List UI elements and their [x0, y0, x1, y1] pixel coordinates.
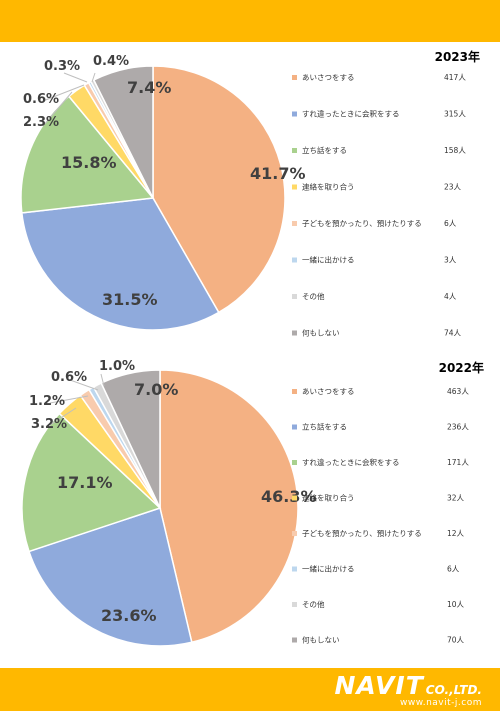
legend-count: 171人: [447, 458, 469, 467]
legend-count: 10人: [447, 600, 465, 609]
legend-swatch: [292, 75, 297, 80]
legend-label: その他: [302, 291, 325, 301]
pie-slice: [92, 65, 154, 199]
legend-swatch: [292, 148, 297, 153]
legend-label: 子どもを預かったり、預けたりする: [302, 219, 422, 228]
legend-label: 何もしない: [302, 635, 340, 645]
percent-label: 23.6%: [101, 606, 157, 625]
percent-label: 0.6%: [51, 370, 87, 385]
footer-banner: NAVIT CO.,LTD. www.navit-j.com: [0, 668, 500, 711]
legend-label: その他: [302, 599, 325, 609]
percent-label: 7.4%: [127, 78, 171, 97]
legend-swatch: [292, 424, 297, 430]
legend-count: 463人: [447, 387, 469, 396]
legend-label: すれ違ったときに会釈をする: [302, 457, 400, 467]
legend-count: 3人: [444, 256, 457, 265]
legend-label: 子どもを預かったり、預けたりする: [302, 529, 422, 538]
percent-label: 15.8%: [61, 153, 117, 172]
percent-label: 0.4%: [93, 54, 129, 69]
percent-label: 31.5%: [102, 290, 158, 309]
pie-chart-2023: 41.7% 31.5% 15.8% 2.3% 0.6% 0.3% 0.4% 7.4% 2023年…: [20, 49, 480, 338]
legend-count: 236人: [447, 423, 469, 432]
legend-swatch: [292, 294, 297, 299]
legend-swatch: [292, 460, 297, 465]
percent-label: 0.6%: [23, 92, 59, 107]
legend-label: 立ち話をする: [302, 145, 347, 155]
pie-slice: [152, 65, 286, 314]
leader-line: [91, 72, 96, 83]
legend-count: 70人: [447, 636, 465, 645]
legend-label: あいさつをする: [302, 387, 355, 396]
legend-swatch: [292, 111, 297, 117]
pie-slices: [21, 369, 299, 647]
pie-slice: [21, 197, 220, 331]
legend-count: 4人: [444, 292, 457, 301]
logo-wordmark: NAVIT: [334, 671, 424, 700]
leader-line: [49, 407, 77, 426]
leader-line: [49, 395, 89, 404]
percent-label: 7.0%: [134, 380, 178, 399]
logo-company-suffix: CO.,LTD.: [425, 683, 482, 697]
pie-slice: [21, 412, 162, 553]
legend-label: 立ち話をする: [302, 422, 347, 432]
legend-swatch: [292, 221, 297, 226]
legend-count: 6人: [444, 219, 457, 228]
legend-count: 23人: [444, 183, 462, 192]
chart-title: 2022年: [439, 360, 484, 375]
percent-label: 41.7%: [250, 164, 306, 183]
leader-line: [100, 373, 105, 387]
legend-swatch: [292, 602, 297, 607]
percent-label: 0.3%: [44, 59, 80, 74]
legend-swatch: [292, 184, 297, 190]
pie-slice: [159, 369, 299, 644]
pie-slice: [20, 95, 155, 214]
logo-url: www.navit-j.com: [399, 698, 482, 708]
legend-swatch: [292, 637, 297, 643]
legend-label: 連絡を取り合う: [302, 493, 355, 503]
legend-count: 6人: [447, 565, 460, 574]
legend-count: 315人: [444, 110, 466, 119]
legend-swatch: [292, 330, 297, 336]
legend-count: 417人: [444, 73, 466, 82]
leader-line: [63, 72, 88, 83]
leader-line: [42, 91, 73, 127]
legend-count: 158人: [444, 146, 466, 155]
percent-label: 1.0%: [99, 359, 135, 374]
legend-count: 74人: [444, 329, 462, 338]
percent-label: 46.3%: [261, 487, 317, 506]
legend-label: あいさつをする: [302, 73, 355, 82]
legend-swatch: [292, 495, 297, 501]
legend-label: 連絡を取り合う: [302, 182, 355, 192]
chart-title: 2023年: [435, 49, 480, 64]
legend-label: すれ違ったときに会釈をする: [302, 109, 400, 119]
pie-slice: [100, 369, 161, 509]
percent-label: 17.1%: [57, 473, 113, 492]
company-logo: NAVIT CO.,LTD. www.navit-j.com: [334, 671, 482, 709]
legend-label: 一緒に出かける: [302, 255, 355, 265]
legend-label: 何もしない: [302, 328, 340, 338]
pie-slice: [28, 507, 193, 647]
top-banner: [0, 0, 500, 42]
legend-count: 12人: [447, 529, 465, 538]
percent-label: 2.3%: [23, 115, 59, 130]
pie-slices: [20, 65, 286, 331]
percent-label: 3.2%: [31, 417, 67, 432]
legend-label: 一緒に出かける: [302, 564, 355, 574]
legend-swatch: [292, 389, 297, 394]
legend-swatch: [292, 257, 297, 263]
legend-swatch: [292, 531, 297, 536]
leader-line: [69, 379, 99, 391]
leader-line: [42, 84, 85, 102]
legend-swatch: [292, 566, 297, 572]
pie-chart-2022: 46.3% 23.6% 17.1% 3.2% 1.2% 0.6% 1.0% 7.0% 2022年…: [21, 359, 484, 647]
percent-label: 1.2%: [29, 394, 65, 409]
legend-count: 32人: [447, 494, 465, 503]
